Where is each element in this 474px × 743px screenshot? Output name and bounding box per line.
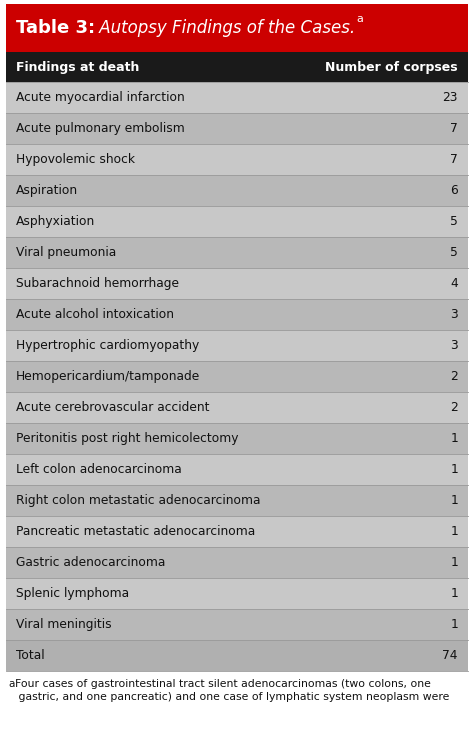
- Text: 2: 2: [450, 370, 458, 383]
- Text: Acute cerebrovascular accident: Acute cerebrovascular accident: [16, 401, 210, 414]
- Text: Hypovolemic shock: Hypovolemic shock: [16, 153, 135, 166]
- Text: Peritonitis post right hemicolectomy: Peritonitis post right hemicolectomy: [16, 432, 238, 445]
- Bar: [6, 454, 468, 485]
- Bar: [6, 175, 468, 206]
- Text: Asphyxiation: Asphyxiation: [16, 215, 95, 228]
- Text: Total: Total: [16, 649, 45, 662]
- Text: 2: 2: [450, 401, 458, 414]
- Bar: [6, 640, 468, 671]
- Bar: [6, 82, 468, 113]
- Text: 6: 6: [450, 184, 458, 197]
- Text: 7: 7: [450, 122, 458, 135]
- Text: 1: 1: [450, 463, 458, 476]
- Text: 1: 1: [450, 618, 458, 631]
- Text: 1: 1: [450, 556, 458, 569]
- Text: Acute myocardial infarction: Acute myocardial infarction: [16, 91, 185, 104]
- Bar: [6, 144, 468, 175]
- Text: 4: 4: [450, 277, 458, 290]
- Bar: [6, 330, 468, 361]
- Text: Splenic lymphoma: Splenic lymphoma: [16, 587, 129, 600]
- Text: Gastric adenocarcinoma: Gastric adenocarcinoma: [16, 556, 165, 569]
- Bar: [6, 516, 468, 547]
- Text: Viral pneumonia: Viral pneumonia: [16, 246, 116, 259]
- Text: 7: 7: [450, 153, 458, 166]
- Bar: [6, 609, 468, 640]
- Bar: [6, 113, 468, 144]
- Text: Aspiration: Aspiration: [16, 184, 78, 197]
- Bar: [6, 485, 468, 516]
- Bar: [6, 578, 468, 609]
- Text: Hypertrophic cardiomyopathy: Hypertrophic cardiomyopathy: [16, 339, 199, 352]
- Text: 23: 23: [443, 91, 458, 104]
- Bar: [6, 423, 468, 454]
- Text: 1: 1: [450, 525, 458, 538]
- Bar: [6, 52, 468, 82]
- Text: Number of corpses: Number of corpses: [325, 60, 458, 74]
- Bar: [6, 392, 468, 423]
- Text: 1: 1: [450, 432, 458, 445]
- Bar: [6, 268, 468, 299]
- Text: Subarachnoid hemorrhage: Subarachnoid hemorrhage: [16, 277, 179, 290]
- Text: 1: 1: [450, 494, 458, 507]
- Text: Acute alcohol intoxication: Acute alcohol intoxication: [16, 308, 174, 321]
- Text: 3: 3: [450, 308, 458, 321]
- Bar: [6, 4, 468, 52]
- Text: 3: 3: [450, 339, 458, 352]
- Bar: [6, 361, 468, 392]
- Text: a: a: [8, 679, 14, 689]
- Text: Hemopericardium/tamponade: Hemopericardium/tamponade: [16, 370, 200, 383]
- Bar: [6, 206, 468, 237]
- Text: Autopsy Findings of the Cases.: Autopsy Findings of the Cases.: [94, 19, 355, 37]
- Text: Acute pulmonary embolism: Acute pulmonary embolism: [16, 122, 185, 135]
- Text: Viral meningitis: Viral meningitis: [16, 618, 111, 631]
- Bar: [6, 237, 468, 268]
- Text: Findings at death: Findings at death: [16, 60, 139, 74]
- Text: 5: 5: [450, 215, 458, 228]
- Text: 74: 74: [443, 649, 458, 662]
- Bar: [6, 547, 468, 578]
- Text: a: a: [356, 14, 363, 24]
- Text: Pancreatic metastatic adenocarcinoma: Pancreatic metastatic adenocarcinoma: [16, 525, 255, 538]
- Text: 1: 1: [450, 587, 458, 600]
- Text: Four cases of gastrointestinal tract silent adenocarcinomas (two colons, one
 ga: Four cases of gastrointestinal tract sil…: [15, 679, 449, 702]
- Text: 5: 5: [450, 246, 458, 259]
- Text: Right colon metastatic adenocarcinoma: Right colon metastatic adenocarcinoma: [16, 494, 261, 507]
- Bar: [6, 299, 468, 330]
- Text: Left colon adenocarcinoma: Left colon adenocarcinoma: [16, 463, 182, 476]
- Text: Table 3:: Table 3:: [16, 19, 95, 37]
